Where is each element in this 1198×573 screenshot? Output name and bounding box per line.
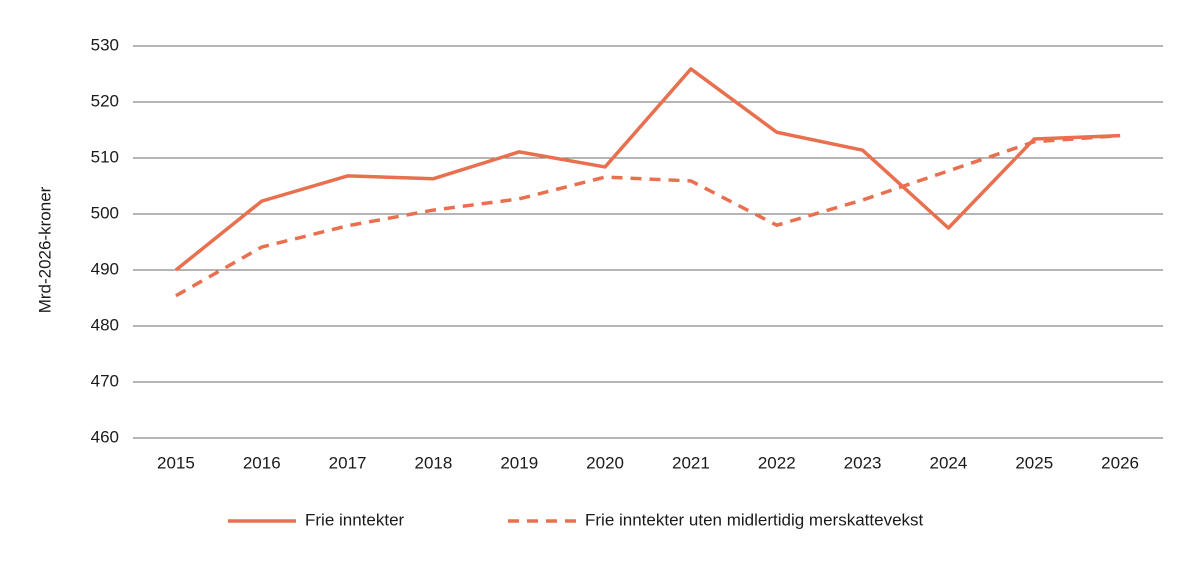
y-axis-label: Mrd-2026-kroner (35, 186, 54, 313)
y-tick-label: 510 (91, 147, 119, 166)
y-tick-label: 490 (91, 259, 119, 278)
line-series (174, 67, 1121, 272)
x-tick-label: 2024 (930, 453, 968, 472)
x-tick-label: 2020 (586, 453, 624, 472)
line-series (175, 133, 1121, 298)
legend-label: Frie inntekter (305, 510, 405, 529)
x-tick-label: 2017 (329, 453, 367, 472)
y-tick-label: 500 (91, 203, 119, 222)
x-tick-label: 2019 (500, 453, 538, 472)
x-tick-label: 2026 (1101, 453, 1139, 472)
y-tick-label: 530 (91, 35, 119, 54)
x-tick-label: 2015 (157, 453, 195, 472)
y-tick-label: 470 (91, 371, 119, 390)
y-tick-label: 460 (91, 427, 119, 446)
x-tick-label: 2022 (758, 453, 796, 472)
y-tick-label: 480 (91, 315, 119, 334)
x-tick-label: 2023 (844, 453, 882, 472)
x-tick-label: 2021 (672, 453, 710, 472)
x-tick-label: 2025 (1015, 453, 1053, 472)
x-tick-label: 2018 (415, 453, 453, 472)
y-tick-label: 520 (91, 91, 119, 110)
legend-label: Frie inntekter uten midlertidig merskatt… (585, 510, 924, 529)
x-tick-label: 2016 (243, 453, 281, 472)
